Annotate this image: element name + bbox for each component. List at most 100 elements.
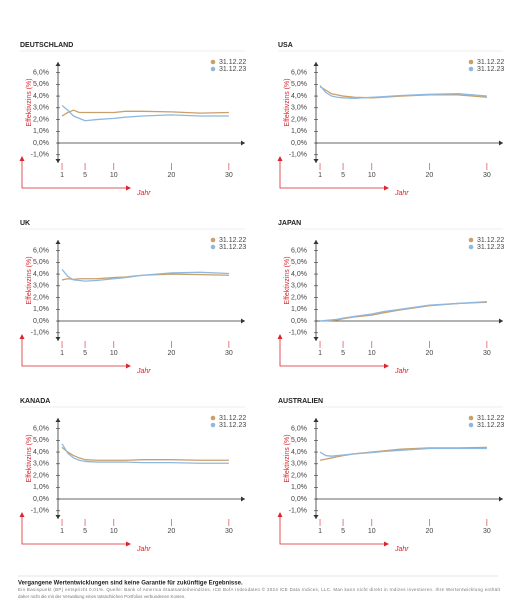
y-tick-label: -1,0%: [31, 152, 49, 159]
x-tick-label: 10: [368, 350, 376, 357]
x-tick-label: 5: [341, 528, 345, 535]
y-axis-label: Effektivzins (%): [284, 78, 291, 126]
legend-label: 31.12.22: [219, 59, 246, 66]
x-tick-label: 1: [318, 350, 322, 357]
x-tick-label: 30: [483, 172, 491, 179]
chart-title: DEUTSCHLAND: [20, 42, 73, 49]
x-tick-label: 30: [483, 528, 491, 535]
y-tick-label: -1,0%: [31, 508, 49, 515]
y-tick-label: 6,0%: [33, 247, 49, 254]
x-axis-label: Jahr: [394, 368, 409, 375]
legend-label: 31.12.22: [477, 59, 504, 66]
legend-marker: [468, 244, 474, 250]
x-tick-label: 20: [425, 350, 433, 357]
axis-arrow: [241, 318, 245, 324]
legend-marker: [210, 244, 216, 250]
axis-guide: [21, 157, 130, 189]
chart-title: UK: [20, 220, 30, 227]
axis-arrow: [499, 140, 503, 146]
x-tick-label: 1: [318, 172, 322, 179]
y-tick-label: 3,0%: [291, 461, 307, 468]
y-tick-label: 3,0%: [33, 461, 49, 468]
chart-title: AUSTRALIEN: [278, 398, 323, 405]
x-tick-label: 30: [225, 350, 233, 357]
footer-heading: Vergangene Wertentwicklungen sind keine …: [18, 581, 243, 587]
y-tick-label: 6,0%: [33, 69, 49, 76]
series-line: [319, 447, 487, 457]
y-tick-label: 2,0%: [33, 294, 49, 301]
series-line: [61, 104, 229, 122]
x-tick-label: 5: [83, 172, 87, 179]
legend-label: 31.12.23: [219, 66, 246, 73]
legend-label: 31.12.22: [219, 415, 246, 422]
y-tick-label: 0,0%: [33, 140, 49, 147]
axis-guide: [279, 157, 388, 189]
chart-title: JAPAN: [278, 220, 301, 227]
y-tick-label: 4,0%: [291, 271, 307, 278]
legend-label: 31.12.23: [477, 244, 504, 251]
legend-marker: [468, 415, 474, 421]
y-tick-label: 2,0%: [291, 294, 307, 301]
y-tick-label: 5,0%: [291, 437, 307, 444]
x-tick-label: 20: [425, 528, 433, 535]
y-tick-label: 5,0%: [291, 81, 307, 88]
x-tick-label: 5: [341, 172, 345, 179]
y-axis-label: Effektivzins (%): [284, 434, 291, 482]
series-line: [61, 109, 229, 117]
legend-marker: [210, 66, 216, 72]
y-tick-label: 0,0%: [291, 318, 307, 325]
y-tick-label: 1,0%: [291, 484, 307, 491]
y-tick-label: 3,0%: [33, 283, 49, 290]
series-line: [61, 446, 229, 461]
y-tick-label: 3,0%: [291, 105, 307, 112]
y-tick-label: 6,0%: [291, 69, 307, 76]
y-tick-label: 4,0%: [291, 93, 307, 100]
y-tick-label: 2,0%: [291, 116, 307, 123]
y-tick-label: 3,0%: [291, 283, 307, 290]
y-axis-label: Effektivzins (%): [284, 256, 291, 304]
x-tick-label: 20: [167, 350, 175, 357]
y-tick-label: 1,0%: [33, 128, 49, 135]
legend-marker: [468, 66, 474, 72]
y-axis-label: Effektivzins (%): [26, 256, 33, 304]
x-tick-label: 5: [341, 350, 345, 357]
series-line: [61, 443, 229, 464]
x-tick-label: 10: [110, 528, 118, 535]
legend-marker: [210, 422, 216, 428]
y-tick-label: 1,0%: [33, 484, 49, 491]
x-axis-label: Jahr: [394, 190, 409, 197]
axis-arrow: [499, 318, 503, 324]
axis-guide: [21, 335, 130, 367]
axis-arrow: [241, 140, 245, 146]
x-tick-label: 30: [483, 350, 491, 357]
axis-arrow: [499, 496, 503, 502]
legend-marker: [468, 59, 474, 65]
x-axis-label: Jahr: [136, 190, 151, 197]
series-line: [319, 86, 487, 99]
series-line: [319, 301, 487, 322]
y-tick-label: 4,0%: [33, 271, 49, 278]
legend-label: 31.12.23: [219, 422, 246, 429]
x-tick-label: 1: [60, 350, 64, 357]
x-tick-label: 30: [225, 528, 233, 535]
y-tick-label: -1,0%: [289, 330, 307, 337]
y-tick-label: 2,0%: [291, 472, 307, 479]
chart-title: USA: [278, 42, 293, 49]
y-tick-label: 6,0%: [291, 425, 307, 432]
y-tick-label: 3,0%: [33, 105, 49, 112]
x-tick-label: 20: [167, 528, 175, 535]
legend-marker: [210, 59, 216, 65]
series-line: [319, 85, 487, 100]
x-tick-label: 10: [368, 528, 376, 535]
x-tick-label: 10: [368, 172, 376, 179]
legend-label: 31.12.23: [477, 66, 504, 73]
y-tick-label: 4,0%: [291, 449, 307, 456]
y-tick-label: 1,0%: [291, 128, 307, 135]
x-tick-label: 20: [425, 172, 433, 179]
y-axis-label: Effektivzins (%): [26, 434, 33, 482]
y-tick-label: 6,0%: [33, 425, 49, 432]
x-axis-label: Jahr: [394, 546, 409, 553]
x-axis-label: Jahr: [136, 368, 151, 375]
chart-title: KANADA: [20, 398, 50, 405]
y-tick-label: 1,0%: [33, 306, 49, 313]
